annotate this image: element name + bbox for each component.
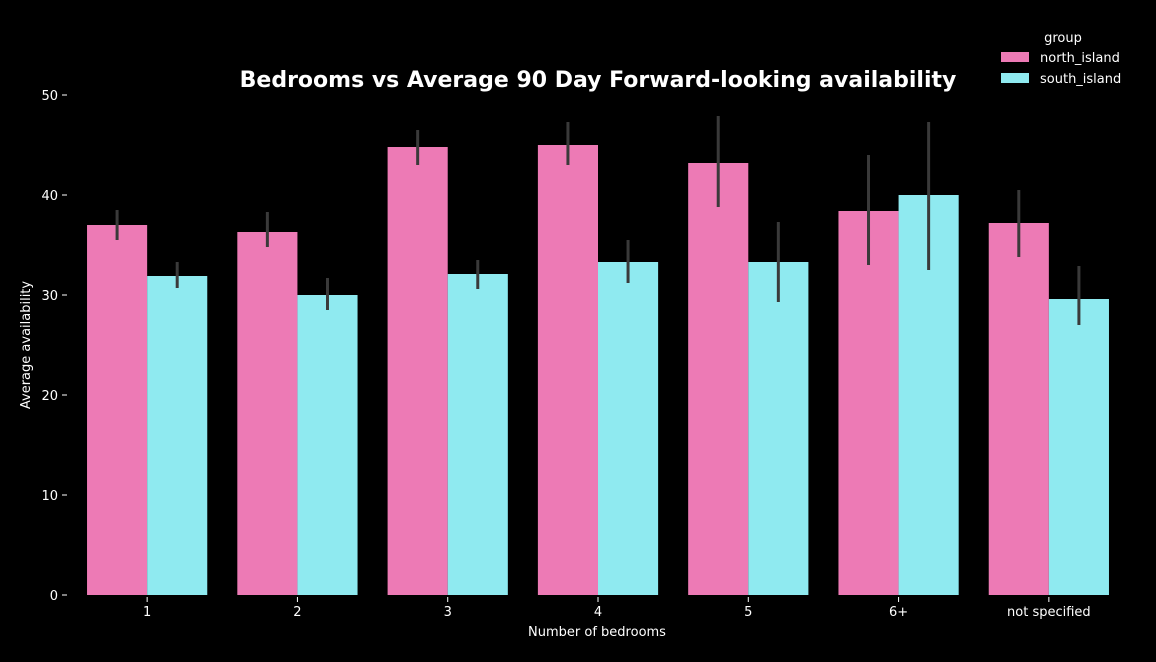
bar-south_island-4	[598, 262, 659, 595]
x-tick-label: not specified	[1007, 605, 1091, 620]
x-tick-label: 2	[293, 605, 301, 620]
bar-north_island-5	[688, 163, 749, 595]
y-tick-label: 40	[41, 189, 58, 204]
x-tick-label: 4	[594, 605, 602, 620]
y-axis-label: Average availability	[19, 281, 34, 410]
legend-label-south_island: south_island	[1040, 72, 1121, 87]
legend-label-north_island: north_island	[1040, 51, 1120, 66]
x-tick-label: 3	[444, 605, 452, 620]
bar-north_island-4	[537, 145, 598, 595]
x-axis-label: Number of bedrooms	[528, 625, 666, 640]
x-tick-label: 6+	[889, 605, 908, 620]
y-tick-label: 50	[41, 89, 58, 104]
bar-north_island-1	[87, 225, 148, 595]
x-tick-label: 5	[744, 605, 752, 620]
legend-swatch-north_island	[1001, 52, 1029, 62]
bar-south_island-5	[748, 262, 809, 595]
x-axis: 1 2 3 4 5 6+ not specified	[143, 597, 1091, 620]
bar-north_island-not-specified	[988, 223, 1049, 595]
x-tick-label: 1	[143, 605, 151, 620]
error-bar-group	[115, 116, 1081, 325]
bar-south_island-not-specified	[1048, 299, 1109, 595]
chart-title: Bedrooms vs Average 90 Day Forward-looki…	[240, 68, 957, 93]
bar-north_island-6-	[838, 211, 899, 595]
bar-south_island-1	[147, 276, 208, 595]
y-tick-label: 20	[41, 389, 58, 404]
legend: group north_island south_island	[1001, 31, 1121, 87]
bar-south_island-3	[447, 274, 508, 595]
bar-series-group	[87, 145, 1109, 595]
legend-swatch-south_island	[1001, 73, 1029, 83]
legend-title: group	[1044, 31, 1082, 46]
bar-north_island-3	[387, 147, 448, 595]
y-axis: 0 10 20 30 40 50	[41, 89, 67, 604]
y-tick-label: 10	[41, 489, 58, 504]
y-tick-label: 30	[41, 289, 58, 304]
bar-north_island-2	[237, 232, 298, 595]
y-tick-label: 0	[50, 589, 58, 604]
bar-south_island-2	[297, 295, 358, 595]
